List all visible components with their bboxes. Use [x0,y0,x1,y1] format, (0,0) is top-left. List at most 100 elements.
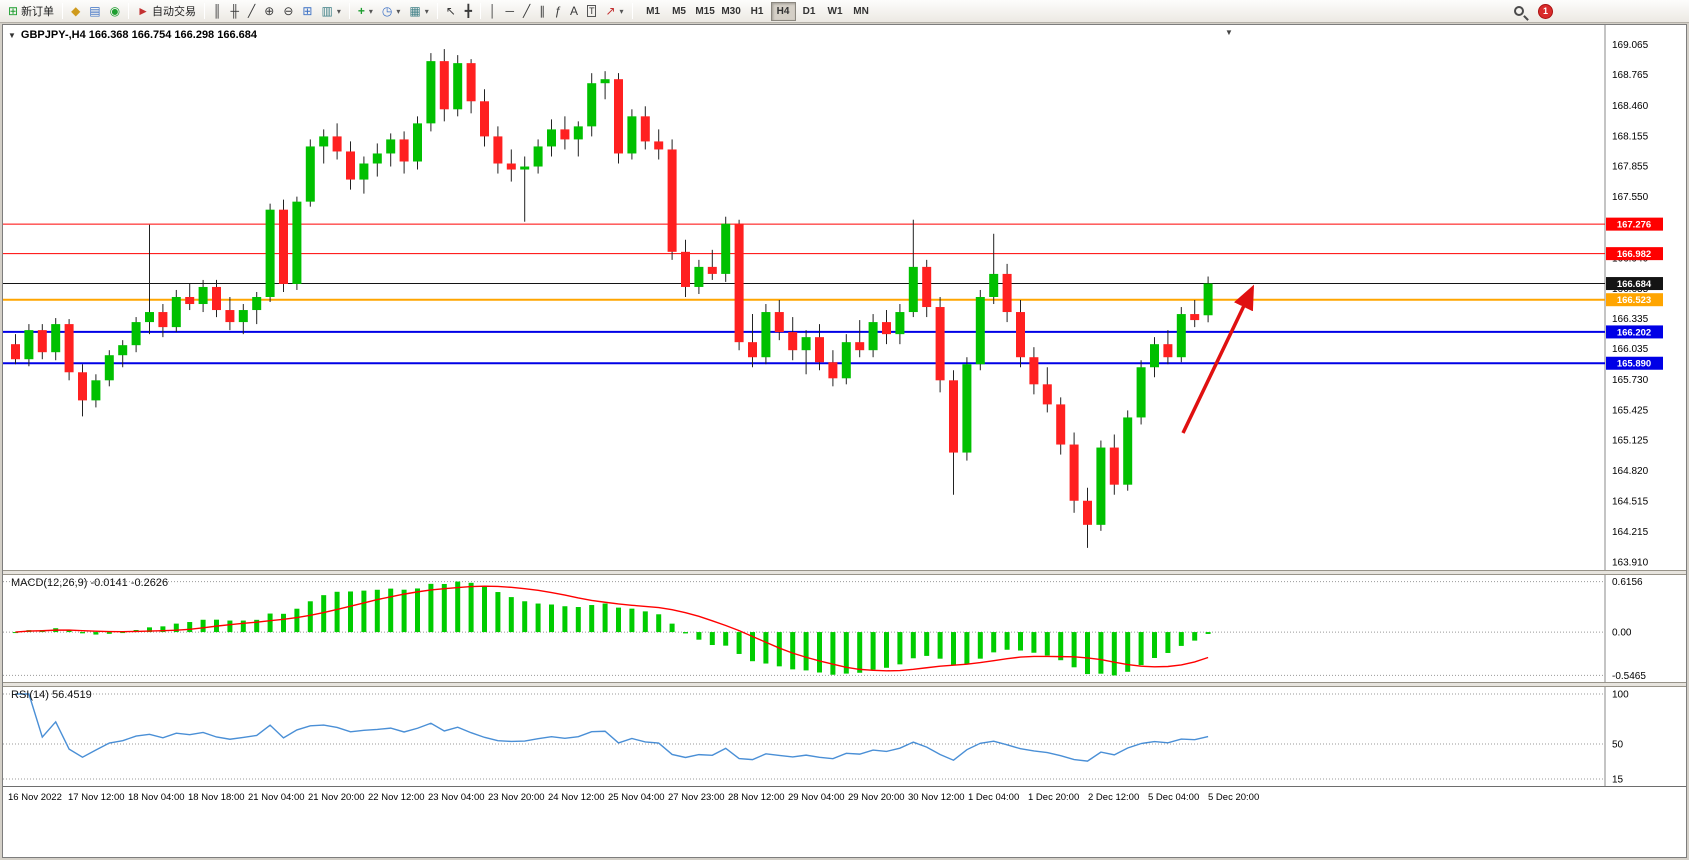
line-chart-button[interactable]: ╱ [244,1,259,21]
indicators-button[interactable]: + ▾ [354,1,377,21]
price-chart-canvas[interactable]: 169.065 168.765 168.460 168.155 167.855 167.5… [3,25,1686,570]
chart-collapse-icon[interactable]: ▼ [8,30,16,40]
rsi-canvas[interactable]: 100 50 15 [3,687,1686,786]
rsi-axis-label: 100 [1612,690,1629,701]
profiles-icon: ◆ [71,4,81,18]
price-axis-label: 166.335 [1612,314,1649,325]
time-axis-label: 1 Dec 20:00 [1028,792,1080,803]
timeframe-button-h4[interactable]: H4 [770,1,796,21]
text-button[interactable]: A [566,1,582,21]
template-button[interactable]: ▦ ▾ [405,1,432,21]
search-button[interactable] [1510,1,1528,21]
time-axis-label: 23 Nov 20:00 [488,792,545,803]
time-axis-label: 28 Nov 12:00 [728,792,785,803]
timeframe-button-d1[interactable]: D1 [797,2,822,21]
toolbar-right-group: 1 [1510,1,1553,21]
crosshair-button[interactable]: ╋ [461,1,476,21]
timeframe-button-w1[interactable]: W1 [823,2,848,21]
chart-shift-marker-icon[interactable]: ▼ [1225,28,1233,37]
macd-canvas[interactable]: 0.6156 0.00 -0.5465 [3,575,1686,682]
panel-splitter[interactable] [3,682,1686,687]
price-axis-label: 164.215 [1612,527,1649,538]
chevron-down-icon: ▾ [368,6,373,16]
chevron-down-icon: ▾ [424,6,429,16]
macd-signal-line [15,585,1209,672]
price-axis-label: 168.460 [1612,101,1649,112]
text-label-button[interactable]: T [583,1,601,21]
timeframe-button-h1[interactable]: H1 [745,2,770,21]
candlestick-button[interactable]: ╫ [227,1,244,21]
timeframe-button-m1[interactable]: M1 [641,2,666,21]
time-axis-label: 23 Nov 04:00 [428,792,485,803]
indicators-icon: + [357,4,365,18]
vertical-line-button[interactable]: │ [485,1,501,21]
time-axis[interactable]: 16 Nov 2022 17 Nov 12:00 18 Nov 04:00 18 No… [3,786,1686,808]
search-icon [1514,6,1524,16]
periods-button[interactable]: ◷ ▾ [378,1,405,21]
price-axis-label: 163.910 [1612,557,1649,568]
charts-window-icon: ▤ [89,4,101,18]
zoom-in-button[interactable]: ⊕ [260,1,278,21]
time-axis-label: 24 Nov 12:00 [548,792,605,803]
time-axis-label: 22 Nov 12:00 [368,792,425,803]
timeframe-button-mn[interactable]: MN [849,2,874,21]
zoom-out-button[interactable]: ⊖ [279,1,297,21]
timeframe-toolbar: M1 M5 M15 M30 H1 H4 D1 W1 MN [641,1,874,21]
price-level-badge [1606,356,1663,370]
time-axis-label: 17 Nov 12:00 [68,792,125,803]
zoom-out-icon: ⊖ [283,4,294,18]
cursor-button[interactable]: ↖ [442,1,460,21]
text-icon: A [569,4,578,18]
trend-arrow-annotation[interactable] [1181,284,1255,434]
timeframe-button-m15[interactable]: M15 [693,2,718,21]
time-axis-label: 30 Nov 12:00 [908,792,965,803]
price-level-badge [1606,293,1663,307]
toolbar-separator [631,3,633,19]
charts-window-button[interactable]: ▤ [85,1,104,21]
fibonacci-button[interactable]: ƒ [550,1,565,21]
new-chart-button[interactable]: ▥ ▾ [317,1,344,21]
trendline-button[interactable]: ╱ [519,1,534,21]
panel-splitter[interactable] [3,570,1686,575]
time-axis-label: 18 Nov 04:00 [128,792,185,803]
bar-chart-button[interactable]: ║ [209,1,226,21]
new-order-label: 新订单 [21,6,55,18]
notification-badge[interactable]: 1 [1538,3,1553,19]
price-panel: 169.065 168.765 168.460 168.155 167.855 167.5… [3,25,1686,570]
price-level-badge [1606,325,1663,339]
price-axis-label: 168.155 [1612,131,1649,142]
market-watch-button[interactable]: ◉ [106,1,124,21]
clock-icon: ◷ [381,4,393,18]
chevron-down-icon: ▾ [396,6,401,16]
macd-axis-label: -0.5465 [1612,671,1646,682]
horizontal-line-button[interactable]: ─ [502,1,519,21]
timeframe-button-m30[interactable]: M30 [719,2,744,21]
profiles-button[interactable]: ◆ [67,1,84,21]
macd-axis-label: 0.00 [1612,628,1632,639]
time-axis-label: 29 Nov 04:00 [788,792,845,803]
new-order-icon: ⊞ [8,4,19,18]
auto-trading-button[interactable]: ► 自动交易 [133,1,200,21]
channel-icon: ∥ [539,4,546,18]
line-chart-icon: ╱ [248,4,256,18]
price-level-badge [1606,217,1663,231]
time-axis-label: 2 Dec 12:00 [1088,792,1140,803]
time-axis-label: 5 Dec 04:00 [1148,792,1200,803]
time-axis-label: 1 Dec 04:00 [968,792,1020,803]
price-axis-label: 165.125 [1612,436,1649,447]
rsi-axis-label: 50 [1612,740,1624,751]
timeframe-button-m5[interactable]: M5 [667,2,692,21]
price-axis-label: 166.035 [1612,344,1649,355]
chart-title: ▼ GBPJPY-,H4 166.368 166.754 166.298 166… [8,29,257,41]
auto-trading-label: 自动交易 [152,6,197,18]
time-axis-label: 21 Nov 04:00 [248,792,305,803]
arrows-button[interactable]: ↗ ▾ [601,1,627,21]
toolbar-separator [348,3,350,19]
channel-button[interactable]: ∥ [535,1,549,21]
zoom-in-icon: ⊕ [264,4,275,18]
tile-windows-button[interactable]: ⊞ [298,1,316,21]
new-order-button[interactable]: ⊞ 新订单 [4,1,58,21]
price-axis-label: 167.550 [1612,192,1649,203]
main-toolbar: ⊞ 新订单 ◆ ▤ ◉ ► 自动交易 ║ ╫ ╱ ⊕ ⊖ ⊞ ▥ ▾ + ▾ ◷ ▾ … [0,0,1689,23]
candlestick-icon: ╫ [230,4,240,18]
